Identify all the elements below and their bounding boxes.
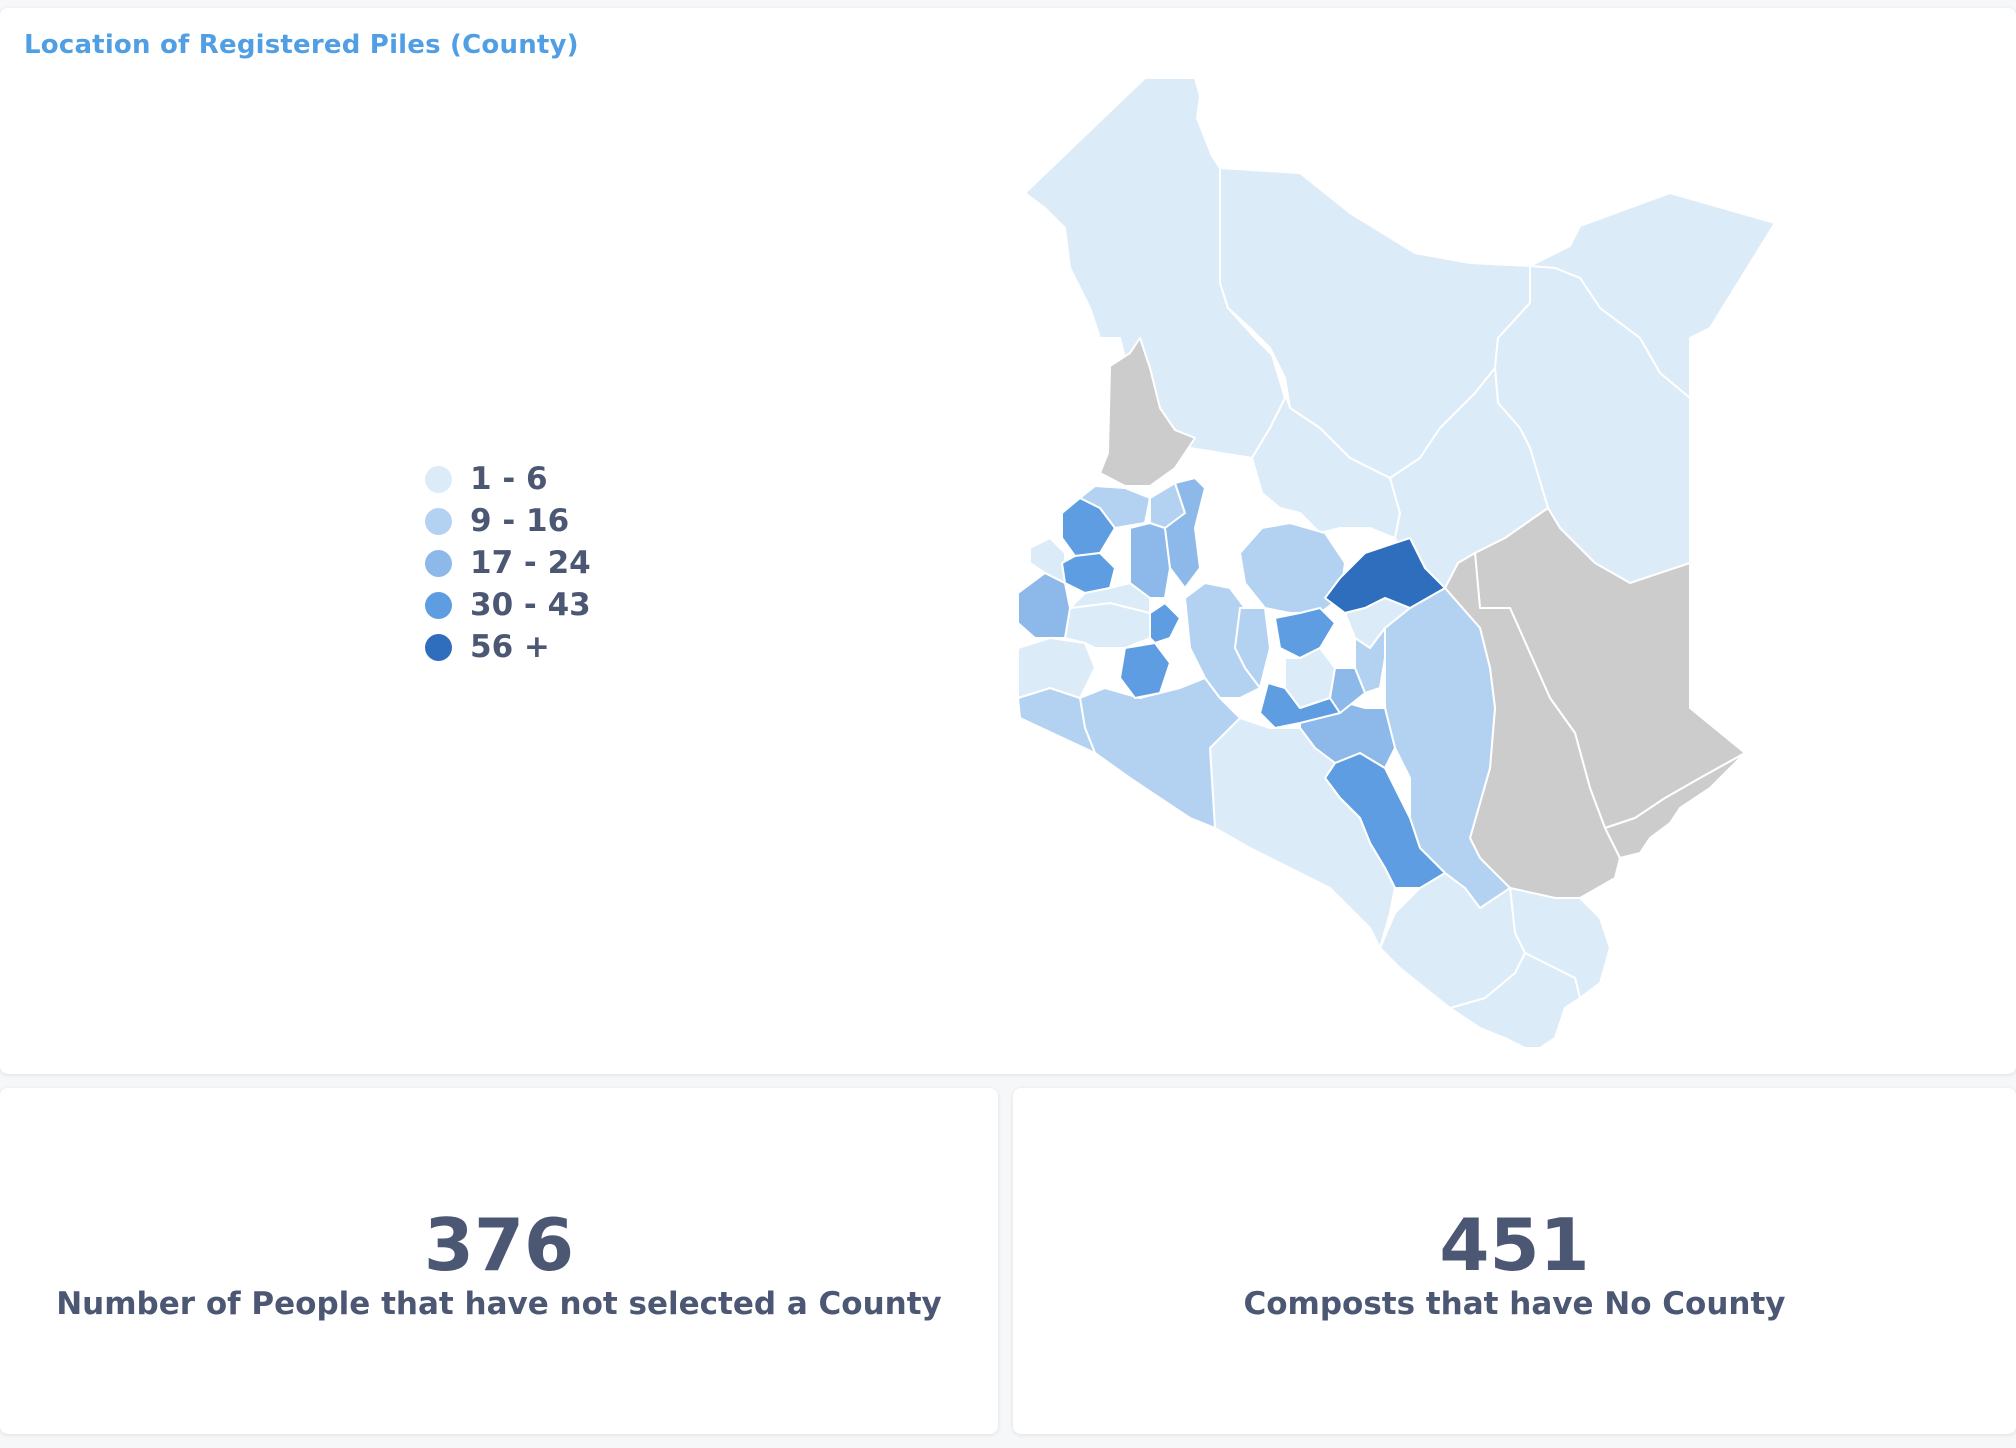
people-no-county-card: 376 Number of People that have not selec…: [0, 1088, 998, 1434]
legend-item: 30 - 43: [425, 584, 591, 626]
county-kirinyaga[interactable]: [1329, 667, 1366, 714]
county-kitui[interactable]: [1384, 587, 1511, 909]
county-lamu[interactable]: [1604, 752, 1746, 859]
people-no-county-label: Number of People that have not selected …: [56, 1286, 942, 1322]
legend-label: 30 - 43: [470, 587, 591, 623]
county-nandi[interactable]: [1069, 582, 1151, 614]
top-strip: [0, 0, 2016, 8]
county-west-pokot[interactable]: [1099, 337, 1196, 487]
composts-no-county-value[interactable]: 451: [1439, 1203, 1590, 1287]
county-kericho[interactable]: [1149, 602, 1181, 644]
county-baringo[interactable]: [1164, 477, 1206, 589]
legend-dot-2: [425, 507, 452, 535]
map-title[interactable]: Location of Registered Piles (County): [24, 30, 579, 60]
map-legend: 1 - 6 9 - 16 17 - 24 30 - 43 56 +: [425, 458, 591, 668]
legend-item: 1 - 6: [425, 458, 591, 500]
legend-dot-5: [425, 633, 452, 661]
county-kajiado[interactable]: [1209, 717, 1396, 949]
legend-dot-3: [425, 549, 452, 577]
county-siaya[interactable]: [1017, 572, 1071, 639]
legend-label: 56 +: [470, 629, 550, 665]
county-samburu[interactable]: [1251, 347, 1401, 539]
map-card: Location of Registered Piles (County) 1 …: [0, 8, 2016, 1074]
people-no-county-value[interactable]: 376: [423, 1203, 575, 1287]
legend-label: 9 - 16: [470, 503, 570, 539]
kenya-county-map: [1017, 77, 1776, 1049]
legend-dot-4: [425, 591, 452, 619]
county-kakamega[interactable]: [1061, 552, 1116, 594]
composts-no-county-label: Composts that have No County: [1243, 1286, 1786, 1322]
county-nyandarua[interactable]: [1234, 607, 1271, 689]
county-nyeri[interactable]: [1274, 607, 1336, 659]
composts-no-county-card: 451 Composts that have No County: [1013, 1088, 2016, 1434]
legend-label: 17 - 24: [470, 545, 591, 581]
legend-item: 56 +: [425, 626, 591, 668]
county-kisii[interactable]: [1119, 642, 1171, 699]
legend-item: 9 - 16: [425, 500, 591, 542]
county-trans-nzoia[interactable]: [1079, 485, 1151, 529]
county-uasin-gishu[interactable]: [1129, 522, 1171, 599]
legend-label: 1 - 6: [470, 461, 548, 497]
county-homa-bay[interactable]: [1017, 637, 1096, 699]
legend-item: 17 - 24: [425, 542, 591, 584]
legend-dot-1: [425, 465, 452, 493]
